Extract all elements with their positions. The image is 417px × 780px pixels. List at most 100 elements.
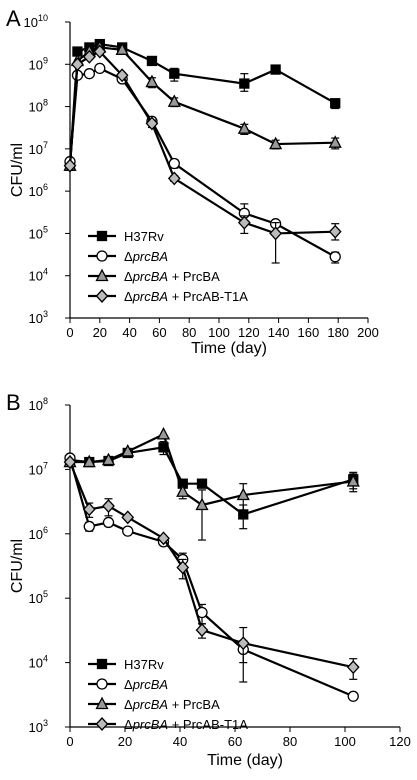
legend-marker-circle (96, 678, 108, 690)
x-tick-label: 0 (66, 734, 73, 749)
data-point-diamond (346, 660, 360, 675)
data-point-diamond (93, 44, 107, 59)
data-point-triangle (101, 452, 116, 466)
y-tick-label: 1010 (24, 13, 48, 30)
x-tick-label: 80 (182, 325, 196, 340)
x-tick-label: 140 (268, 325, 290, 340)
x-tick-label: 40 (122, 325, 136, 340)
data-point-diamond (71, 57, 84, 72)
data-point-diamond (176, 560, 190, 575)
data-point-square (169, 68, 180, 79)
y-axis-title: CFU/ml (9, 143, 26, 197)
x-tick-label: 80 (283, 734, 297, 749)
data-point-triangle (121, 444, 135, 457)
data-point-diamond (269, 226, 283, 241)
legend-marker-square (96, 230, 108, 242)
x-tick-label: 180 (327, 325, 349, 340)
data-point-circle (94, 62, 106, 75)
y-tick-label: 108 (29, 98, 48, 115)
legend-label: ΔprcBA + PrcAB-T1A (124, 289, 248, 304)
data-point-triangle (269, 136, 283, 150)
series-diamond (63, 455, 360, 683)
x-tick-label: 120 (389, 734, 411, 749)
data-point-square (270, 64, 281, 75)
data-point-square (196, 478, 208, 489)
series-line (68, 42, 336, 166)
data-point-circle (122, 525, 134, 537)
data-point-circle (347, 690, 359, 702)
y-tick-label: 106 (29, 182, 48, 199)
legend: H37Rv ΔprcBA ΔprcBA + PrcBA ΔprcBA + PrcAB-… (88, 657, 248, 732)
y-tick-label: 104 (29, 654, 48, 671)
legend-marker-circle (96, 250, 108, 262)
legend-label: ΔprcBA (124, 249, 168, 264)
x-tick-label: 40 (173, 734, 187, 749)
x-tick-label: 200 (357, 325, 379, 340)
x-tick-label: 20 (118, 734, 132, 749)
panel-label: B (6, 390, 21, 415)
legend-item: ΔprcBA (88, 677, 168, 692)
y-tick-label: 105 (29, 224, 48, 241)
data-point-diamond (167, 171, 181, 186)
data-point-diamond (237, 215, 251, 230)
y-tick-label: 106 (29, 525, 48, 542)
y-tick-label: 107 (29, 460, 48, 477)
legend-label: H37Rv (124, 657, 164, 672)
y-tick-label: 103 (29, 718, 48, 735)
data-point-diamond (63, 158, 77, 173)
x-tick-label: 120 (238, 325, 260, 340)
data-point-circle (83, 68, 96, 80)
y-tick-label: 109 (29, 55, 48, 72)
series-line (68, 67, 336, 258)
data-point-triangle (195, 497, 209, 511)
data-point-triangle (82, 454, 96, 468)
series-line (70, 432, 354, 507)
y-tick-label: 105 (29, 589, 48, 606)
legend-item: ΔprcBA + PrcBA (88, 268, 220, 284)
legend-item: ΔprcBA + PrcBA (88, 696, 220, 712)
series-line (68, 50, 336, 235)
data-point-diamond (82, 49, 96, 64)
data-point-triangle (156, 426, 171, 440)
data-point-diamond (82, 502, 96, 517)
x-tick-label: 60 (228, 734, 242, 749)
legend-marker-triangle (95, 696, 109, 710)
data-point-square (239, 78, 250, 89)
data-point-diamond (63, 455, 77, 470)
data-point-triangle (346, 474, 360, 487)
data-point-circle (83, 520, 95, 533)
y-tick-label: 108 (29, 396, 48, 413)
y-tick-label: 107 (29, 140, 48, 157)
x-tick-label: 100 (334, 734, 356, 749)
data-point-diamond (102, 499, 115, 513)
x-tick-label: 60 (152, 325, 166, 340)
data-point-triangle (145, 74, 159, 88)
data-point-triangle (176, 484, 190, 497)
data-point-circle (102, 516, 115, 529)
y-tick-label: 104 (29, 267, 48, 284)
data-point-diamond (115, 68, 129, 83)
legend-label: ΔprcBA + PrcBA (124, 269, 220, 284)
data-point-triangle (237, 121, 251, 134)
data-point-square (330, 98, 341, 109)
legend-label: ΔprcBA + PrcAB-T1A (124, 717, 248, 732)
series-triangle (63, 40, 342, 171)
error-bar (239, 626, 248, 683)
data-point-triangle (328, 135, 342, 148)
legend-label: ΔprcBA (124, 677, 168, 692)
data-point-diamond (195, 623, 209, 638)
x-tick-label: 0 (66, 325, 73, 340)
chart-panel-b: B 0 20 40 60 80 100 120 103 104 105 106 107 108 Time (… (6, 390, 411, 769)
data-point-diamond (157, 531, 170, 546)
data-point-triangle (236, 487, 250, 501)
panel-label: A (6, 6, 21, 31)
data-point-diamond (328, 224, 342, 239)
data-point-square (146, 55, 158, 67)
legend-marker-square (96, 658, 108, 670)
legend-label: H37Rv (124, 229, 164, 244)
data-point-diamond (121, 510, 135, 525)
data-point-circle (329, 251, 341, 263)
y-tick-label: 103 (29, 309, 48, 326)
legend-item: H37Rv (88, 229, 164, 244)
